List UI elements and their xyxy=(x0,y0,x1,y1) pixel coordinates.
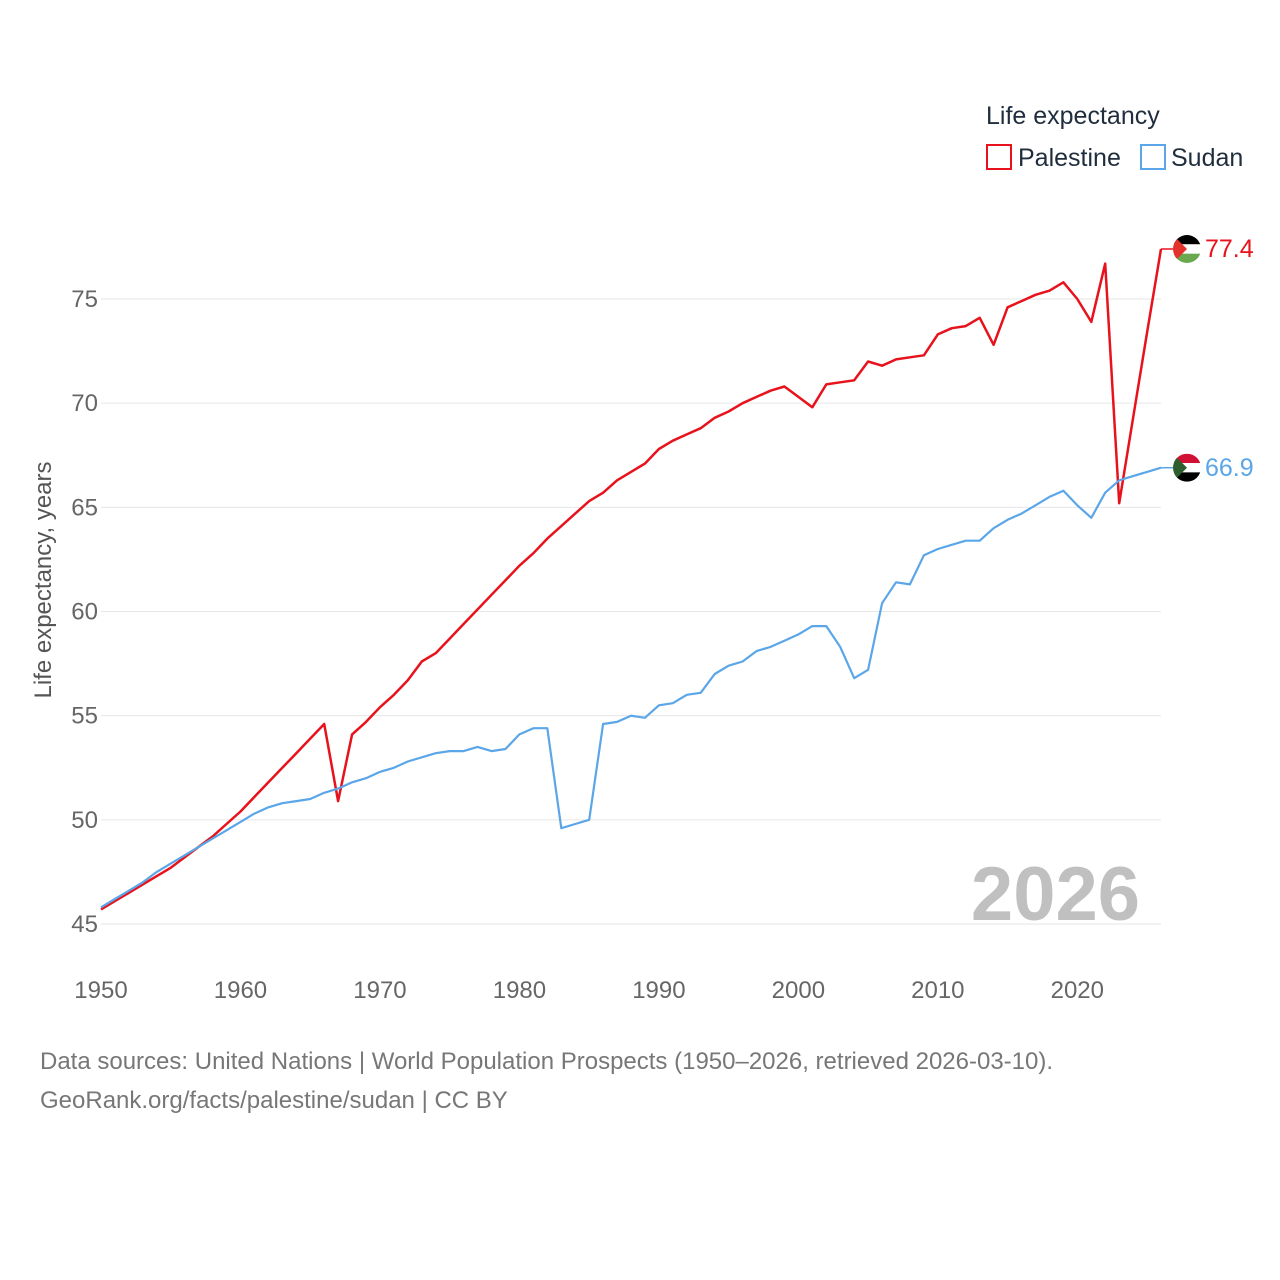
legend-swatch-palestine xyxy=(986,144,1012,170)
x-tick-label: 1950 xyxy=(74,977,127,1004)
y-tick-label: 65 xyxy=(71,494,98,521)
x-tick-label: 1970 xyxy=(353,977,406,1004)
sudan-flag-icon xyxy=(1173,453,1201,482)
legend-label-sudan: Sudan xyxy=(1171,144,1243,172)
legend: Life expectancy Palestine Sudan xyxy=(986,102,1243,172)
legend-title: Life expectancy xyxy=(986,102,1160,130)
grid-lines xyxy=(101,298,1161,925)
x-axis-ticks: 1950 1960 1970 1980 1990 2000 2010 2020 xyxy=(74,977,1104,1004)
legend-swatch-sudan xyxy=(1140,144,1166,170)
y-axis-ticks: 45 50 55 60 65 70 75 xyxy=(71,286,98,938)
footer: Data sources: United Nations | World Pop… xyxy=(40,1042,1053,1120)
y-tick-label: 55 xyxy=(71,703,98,730)
y-tick-label: 50 xyxy=(71,807,98,834)
legend-item-sudan[interactable]: Sudan xyxy=(1140,144,1243,172)
attribution-link[interactable]: GeoRank.org/facts/palestine/sudan | CC B… xyxy=(40,1087,508,1114)
series-line-palestine[interactable] xyxy=(100,248,1163,911)
x-tick-label: 2010 xyxy=(911,977,964,1004)
x-tick-label: 1980 xyxy=(493,977,546,1004)
x-tick-label: 2000 xyxy=(772,977,825,1004)
legend-item-palestine[interactable]: Palestine xyxy=(986,144,1121,172)
year-label: 2026 xyxy=(971,852,1140,937)
x-tick-label: 1960 xyxy=(214,977,267,1004)
data-source-text: Data sources: United Nations | World Pop… xyxy=(40,1048,1054,1075)
y-tick-label: 70 xyxy=(71,390,98,417)
end-value-label-palestine: 77.4 xyxy=(1205,235,1254,263)
y-tick-label: 45 xyxy=(71,911,98,938)
series-layer xyxy=(100,248,1173,911)
series-line-sudan[interactable] xyxy=(100,466,1162,909)
x-tick-label: 2020 xyxy=(1051,977,1104,1004)
y-tick-label: 60 xyxy=(71,599,98,626)
palestine-flag-icon xyxy=(1173,235,1201,263)
y-axis-label: Life expectancy, years xyxy=(30,461,57,698)
end-value-label-sudan: 66.9 xyxy=(1205,454,1254,482)
y-tick-label: 75 xyxy=(71,286,98,313)
x-tick-label: 1990 xyxy=(632,977,685,1004)
legend-label-palestine: Palestine xyxy=(1018,144,1121,172)
